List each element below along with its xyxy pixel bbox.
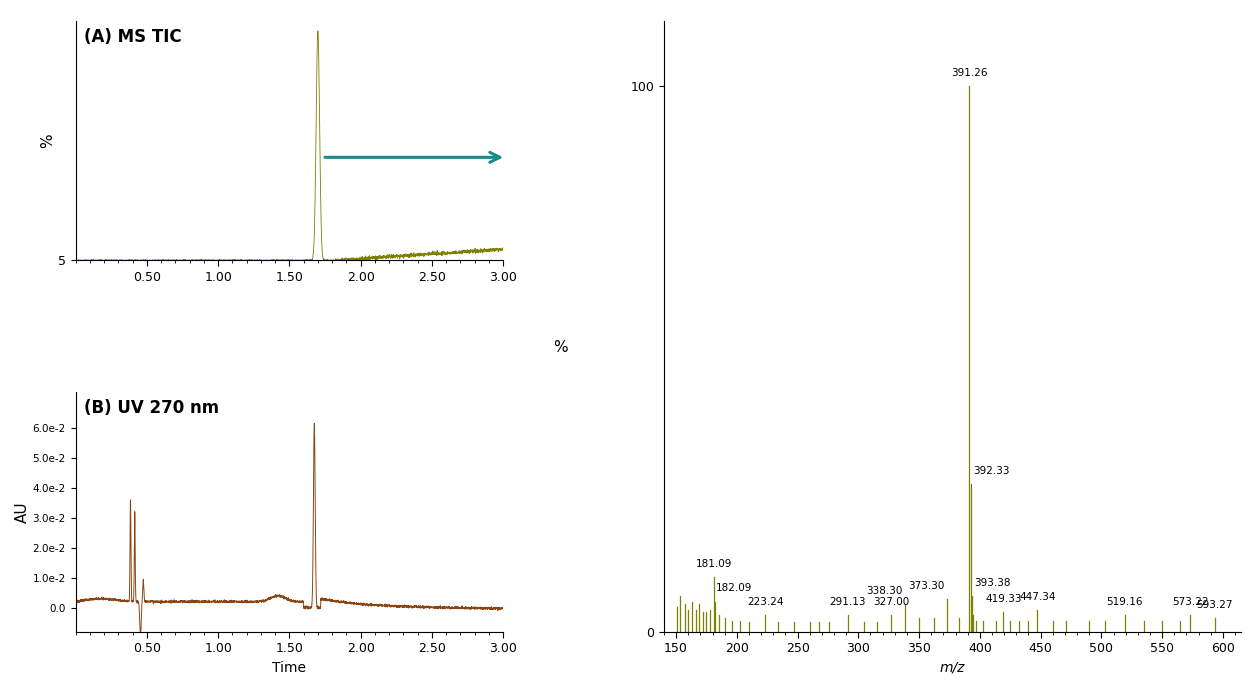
Text: 373.30: 373.30 [908,581,945,591]
Text: 593.27: 593.27 [1197,600,1234,610]
Y-axis label: AU: AU [15,501,30,523]
Text: 291.13: 291.13 [829,597,866,607]
Text: 392.33: 392.33 [973,466,1009,476]
Y-axis label: %: % [40,133,55,148]
Text: (A) MS TIC: (A) MS TIC [84,28,181,46]
Text: 181.09: 181.09 [696,559,732,569]
Text: 447.34: 447.34 [1019,591,1056,602]
Text: 573.22: 573.22 [1172,597,1208,607]
X-axis label: m/z: m/z [940,661,965,675]
Text: 419.33: 419.33 [985,594,1022,604]
Text: 327.00: 327.00 [873,597,910,607]
Text: 223.24: 223.24 [747,597,784,607]
Text: 182.09: 182.09 [716,584,752,593]
Text: 393.38: 393.38 [974,578,1011,588]
Text: 391.26: 391.26 [951,68,988,78]
X-axis label: Time: Time [272,661,306,675]
Text: %: % [553,339,568,355]
Text: 338.30: 338.30 [866,586,902,596]
Text: 519.16: 519.16 [1106,597,1143,607]
Text: (B) UV 270 nm: (B) UV 270 nm [84,399,219,417]
